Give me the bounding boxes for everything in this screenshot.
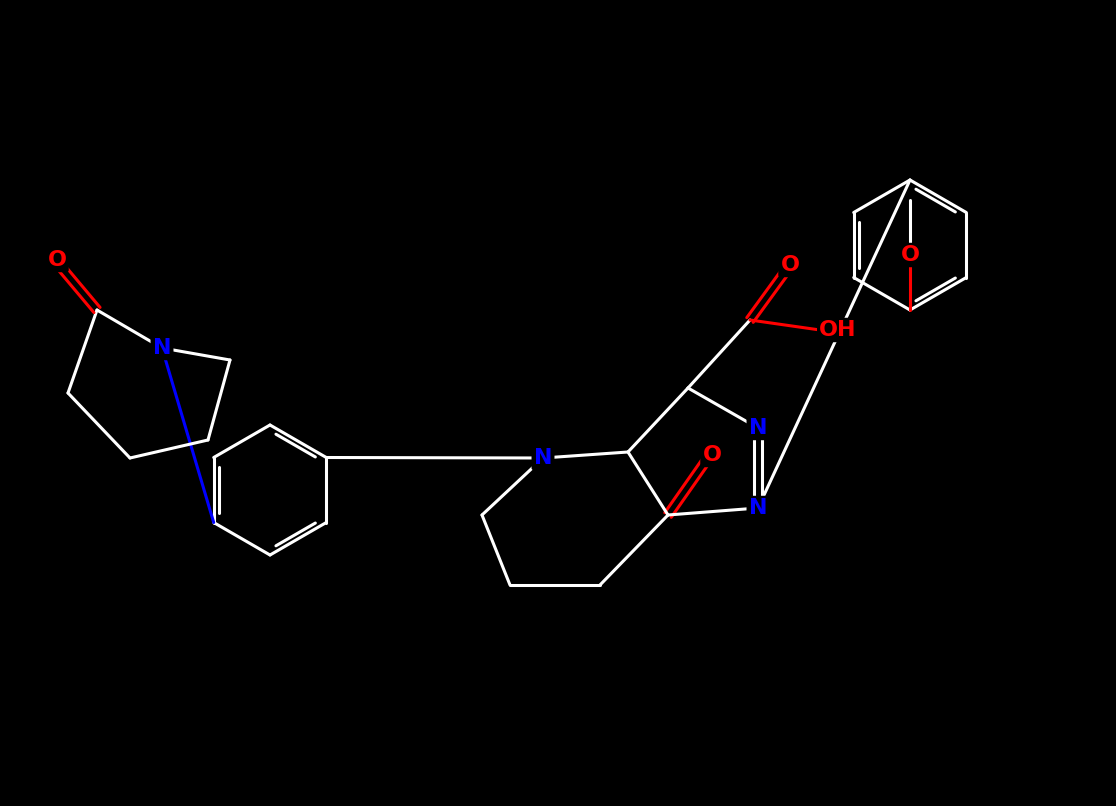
Text: O: O bbox=[48, 250, 67, 270]
Text: N: N bbox=[533, 448, 552, 468]
Text: N: N bbox=[749, 418, 768, 438]
Text: O: O bbox=[702, 445, 722, 465]
Text: O: O bbox=[901, 245, 920, 265]
Text: O: O bbox=[780, 255, 799, 275]
Text: N: N bbox=[749, 498, 768, 518]
Text: OH: OH bbox=[819, 320, 857, 340]
Text: N: N bbox=[153, 338, 171, 358]
